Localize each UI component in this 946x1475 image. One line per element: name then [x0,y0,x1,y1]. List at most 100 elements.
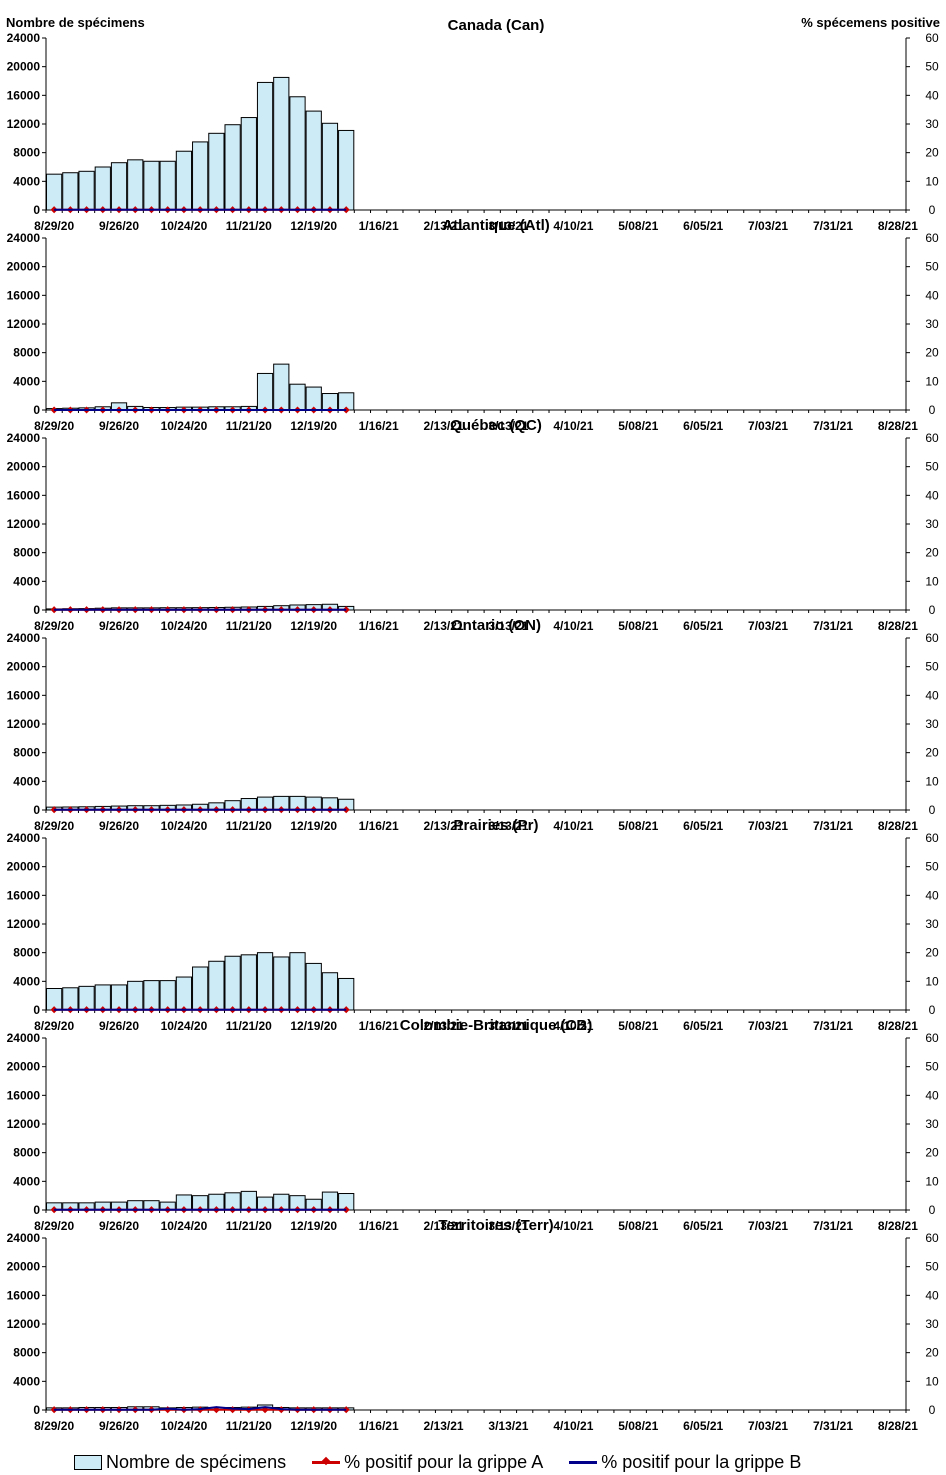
panel-title: Territoires (Terr) [438,1217,553,1234]
x-tick-label: 6/05/21 [683,219,723,233]
y-tick-label: 20000 [7,1060,41,1074]
x-tick-label: 7/03/21 [748,1419,788,1433]
x-tick-label: 9/26/20 [99,819,139,833]
specimen-bar [208,960,225,1011]
x-tick-label: 6/05/21 [683,619,723,633]
y2-tick-label: 50 [925,1060,939,1074]
y-tick-label: 0 [33,1403,40,1417]
specimen-bar [143,160,160,211]
panel-1: Canada (Can) 0 4000 8000 12000 16000 20000 2400… [7,17,939,233]
y2-tick-label: 60 [925,231,939,245]
x-tick-label: 7/31/21 [813,1019,853,1033]
y-tick-label: 0 [33,1003,40,1017]
specimen-bar [305,962,322,1011]
right-axis-label: % spécemens positive [801,15,940,30]
y2-tick-label: 40 [925,1288,939,1302]
specimen-bar [273,76,290,211]
specimen-bar [256,952,274,1011]
x-tick-label: 6/05/21 [683,419,723,433]
x-tick-label: 8/29/20 [34,419,74,433]
y-tick-label: 4000 [13,774,40,788]
specimen-bar [240,117,257,211]
x-tick-label: 8/29/20 [34,1419,74,1433]
x-tick-label: 8/28/21 [878,619,918,633]
panel-7: Territoires (Terr)0400080001200016000200… [7,1217,939,1433]
specimen-bar [256,372,274,411]
y2-tick-label: 40 [925,488,939,502]
y-tick-label: 20000 [7,60,41,74]
y2-tick-label: 0 [929,1403,936,1417]
y2-tick-label: 20 [925,746,939,760]
x-tick-label: 8/29/20 [34,1219,74,1233]
y-tick-label: 12000 [7,517,41,531]
x-tick-label: 5/08/21 [618,1019,658,1033]
x-tick-label: 8/28/21 [878,1419,918,1433]
specimen-bar [321,122,339,211]
y2-tick-label: 50 [925,860,939,874]
x-tick-label: 5/08/21 [618,219,658,233]
x-tick-label: 11/21/20 [226,419,272,433]
y-tick-label: 8000 [13,946,40,960]
x-tick-label: 8/29/20 [34,619,74,633]
y-tick-label: 12000 [7,1317,41,1331]
specimen-bar [273,363,290,411]
specimen-bar [224,124,241,211]
y-tick-label: 16000 [7,1088,41,1102]
legend-item-flu-b: % positif pour la grippe B [569,1452,801,1473]
x-tick-label: 2/13/21 [424,1219,464,1233]
x-tick-label: 11/21/20 [226,219,272,233]
x-tick-label: 8/28/21 [878,1219,918,1233]
y-tick-label: 8000 [13,746,40,760]
x-tick-label: 9/26/20 [99,1419,139,1433]
x-tick-label: 1/16/21 [359,1219,399,1233]
x-tick-label: 7/03/21 [748,1019,788,1033]
legend-label-flu-b: % positif pour la grippe B [601,1451,802,1472]
specimen-bar [289,383,306,411]
x-tick-label: 2/13/21 [424,1019,464,1033]
panel-2: Atlantique (Atl) 0 4000 8000 12000 16000 20000… [7,217,939,433]
flu-b-line [54,1406,347,1411]
specimen-bar [127,159,144,211]
specimen-bar [338,977,355,1011]
x-tick-label: 10/24/20 [161,819,208,833]
panel-5: Prairies (Pr) 0 4000 8000 12000 16000 20000 240… [7,817,939,1033]
y2-tick-label: 0 [929,403,936,417]
y2-tick-label: 20 [925,1346,939,1360]
x-tick-label: 10/24/20 [161,419,208,433]
x-tick-label: 5/08/21 [618,819,658,833]
x-tick-label: 7/31/21 [813,219,853,233]
x-tick-label: 3/13/21 [488,219,528,233]
x-tick-label: 7/31/21 [813,1219,853,1233]
x-tick-label: 7/03/21 [748,619,788,633]
y2-tick-label: 30 [925,117,939,131]
specimen-bar [143,980,160,1011]
y-tick-label: 4000 [13,574,40,588]
y2-tick-label: 40 [925,888,939,902]
specimen-bar [289,96,306,211]
specimen-bar [175,976,193,1011]
x-tick-label: 1/16/21 [359,1419,399,1433]
x-tick-label: 9/26/20 [99,1219,139,1233]
specimen-bar [273,956,290,1011]
x-tick-label: 7/31/21 [813,1419,853,1433]
y-tick-label: 12000 [7,317,41,331]
x-tick-label: 11/21/20 [226,819,272,833]
panel-title: Québec (QC) [450,417,542,434]
y2-tick-label: 60 [925,1031,939,1045]
y-tick-label: 20000 [7,660,41,674]
x-tick-label: 9/26/20 [99,219,139,233]
x-tick-label: 5/08/21 [618,619,658,633]
x-tick-label: 11/21/20 [226,619,272,633]
y2-tick-label: 0 [929,803,936,817]
y2-tick-label: 60 [925,431,939,445]
x-tick-label: 8/28/21 [878,1019,918,1033]
panel-6: Colombie-Britannique (CB) 0 4000 8000 12000 1… [7,1017,939,1233]
legend: Nombre de spécimens % positif pour la gr… [74,1450,827,1474]
specimen-bar [78,170,95,211]
x-tick-label: 2/13/21 [424,819,464,833]
x-tick-label: 3/13/21 [488,819,528,833]
x-tick-label: 4/10/21 [553,1419,593,1433]
y-tick-label: 0 [33,603,40,617]
y-tick-label: 16000 [7,88,41,102]
